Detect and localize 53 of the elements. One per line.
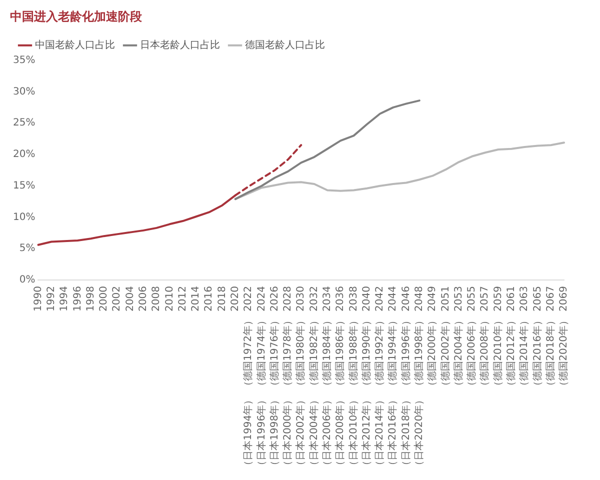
x-tick-label: 2051 （德国2002年）	[439, 286, 452, 391]
x-tick-label: 2008	[151, 286, 162, 312]
x-tick-label: 2059 （德国2010年）	[492, 286, 504, 391]
x-tick-label: 1994	[59, 286, 70, 312]
x-tick-label: 2028 （德国1978年） （日本2000年）	[282, 286, 294, 470]
x-tick-label: 1996	[72, 286, 84, 312]
chart-title: 中国进入老龄化加速阶段	[10, 9, 143, 24]
y-tick-label: 5%	[19, 243, 36, 254]
x-tick-label: 2002	[112, 286, 123, 312]
x-tick-label: 2020	[230, 286, 241, 312]
x-tick-label: 2057 （德国2008年）	[478, 286, 491, 391]
x-tick-label: 2012	[177, 286, 188, 312]
y-tick-label: 35%	[12, 54, 36, 66]
x-tick-label: 2065 （德国2016年）	[531, 286, 544, 391]
x-tick-label: 2004	[124, 286, 136, 312]
y-tick-label: 0%	[19, 274, 36, 286]
x-tick-label: 2010	[164, 286, 176, 312]
x-tick-label: 2049 （德国2000年）	[426, 286, 438, 391]
x-tick-label: 1990	[32, 286, 44, 312]
x-tick-label: 2018	[216, 286, 228, 312]
x-tick-label: 2048 （德国1998年） （日本2020年）	[413, 286, 426, 470]
x-tick-label: 2024 （德国1974年） （日本1996年）	[255, 286, 268, 470]
x-tick-label: 2006	[138, 286, 149, 312]
x-tick-label: 2040 （德国1990年） （日本2012年）	[360, 286, 372, 470]
x-tick-label: 2042 （德国1992年） （日本2014年）	[374, 286, 386, 470]
x-tick-label: 2046 （德国1996年） （日本2018年）	[400, 286, 412, 470]
x-tick-label: 2032 （德国1982年） （日本2004年）	[308, 286, 320, 470]
legend-label: 德国老龄人口占比	[245, 38, 325, 51]
x-tick-label: 2044 （德国1994年） （日本2016年）	[386, 286, 399, 470]
x-tick-label: 2036 （德国1986年） （日本2008年）	[334, 286, 346, 470]
x-tick-label: 2069 （德国2020年）	[558, 286, 570, 391]
x-tick-label: 2063 （德国2014年）	[518, 286, 530, 391]
x-tick-label: 2014	[190, 286, 202, 312]
x-tick-label: 2053 （德国2004年）	[452, 286, 464, 391]
x-tick-label: 2055 （德国2006年）	[466, 286, 478, 391]
legend-label: 中国老龄人口占比	[35, 38, 115, 51]
x-tick-label: 2038 （德国1988年） （日本2010年）	[347, 286, 360, 470]
x-tick-label: 2030 （德国1980年） （日本2002年）	[294, 286, 307, 470]
x-tick-label: 2067 （德国2018年）	[544, 286, 556, 391]
x-tick-label: 2061 （德国2012年）	[505, 286, 518, 391]
y-tick-label: 30%	[12, 86, 36, 98]
x-tick-label: 2000	[98, 286, 110, 312]
x-tick-label: 2016	[204, 286, 215, 312]
y-tick-label: 15%	[12, 180, 36, 192]
y-tick-label: 20%	[12, 149, 36, 160]
x-tick-label: 1992	[46, 286, 57, 312]
y-tick-label: 25%	[12, 118, 36, 129]
x-tick-label: 1998	[85, 286, 96, 312]
legend-label: 日本老龄人口占比	[140, 38, 220, 51]
x-tick-label: 2026 （德国1976年） （日本1998年）	[268, 286, 280, 470]
x-tick-label: 2022 （德国1972年） （日本1994年）	[242, 286, 254, 470]
x-tick-label: 2034 （德国1984年） （日本2006年）	[320, 286, 333, 470]
y-tick-label: 10%	[12, 212, 36, 223]
